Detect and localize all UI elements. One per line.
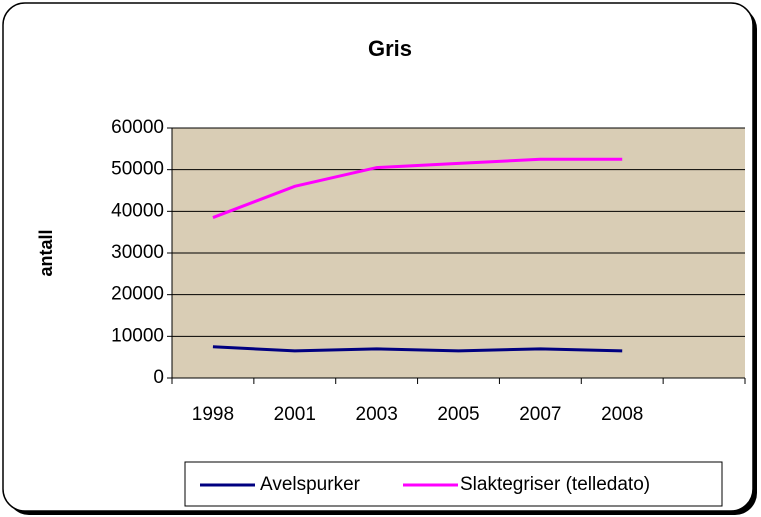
- legend-label: Avelspurker: [260, 474, 361, 495]
- x-tick-label: 2008: [601, 404, 643, 425]
- y-tick-label: 60000: [111, 117, 164, 138]
- x-tick-label: 2005: [437, 404, 479, 425]
- legend-label: Slaktegriser (telledato): [460, 474, 650, 495]
- series-line: [212, 345, 623, 353]
- y-tick-label: 0: [153, 367, 164, 388]
- y-tick-label: 40000: [111, 200, 164, 221]
- x-tick-label: 2003: [356, 404, 398, 425]
- x-tick-label: 1998: [192, 404, 234, 425]
- x-tick-label: 2001: [274, 404, 316, 425]
- y-axis-label: antall: [36, 229, 56, 276]
- x-tick-label: 2007: [519, 404, 561, 425]
- y-tick-label: 10000: [111, 325, 164, 346]
- y-tick-label: 20000: [111, 284, 164, 305]
- chart-title: Gris: [368, 36, 412, 61]
- y-tick-label: 50000: [111, 159, 164, 180]
- series-line: [212, 157, 623, 219]
- y-tick-label: 30000: [111, 242, 164, 263]
